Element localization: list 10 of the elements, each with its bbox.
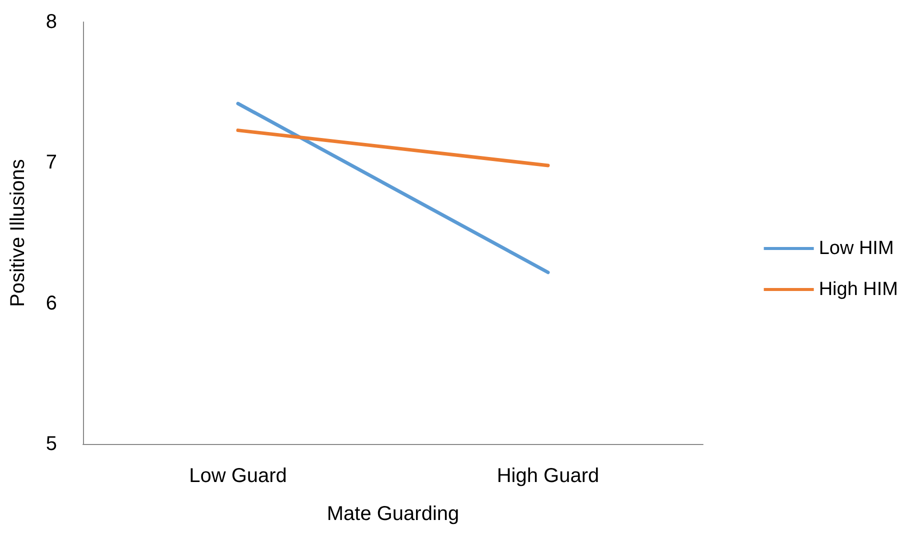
x-tick-label: Low Guard — [189, 465, 287, 487]
x-axis-title: Mate Guarding — [326, 503, 460, 525]
legend-label: Low HIM — [818, 238, 894, 259]
y-tick-label: 7 — [46, 152, 57, 174]
legend-label: High HIM — [818, 279, 898, 300]
y-tick-label: 5 — [46, 433, 57, 455]
y-tick-label: 8 — [46, 11, 57, 33]
x-tick-label: High Guard — [496, 465, 600, 487]
y-tick-label: 6 — [46, 292, 57, 314]
y-axis-title: Positive Illusions — [7, 159, 29, 307]
